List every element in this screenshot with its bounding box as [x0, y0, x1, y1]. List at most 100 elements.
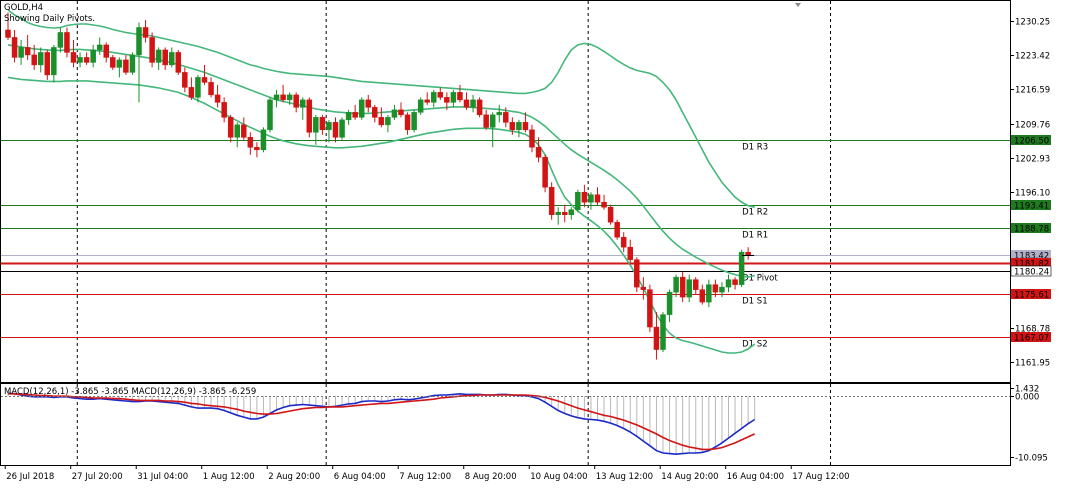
candle-body — [457, 92, 463, 101]
macd-pane-frame — [0, 383, 1011, 466]
candle-body — [103, 44, 109, 58]
x-tick-label: 8 Aug 20:00 — [465, 472, 517, 482]
candle-body — [431, 92, 437, 103]
candle-body — [693, 279, 699, 290]
candle-body — [588, 194, 594, 203]
candle-body — [653, 326, 660, 350]
candle-body — [404, 114, 411, 131]
candle-body — [31, 54, 37, 66]
pivot-label: D1 R1 — [742, 231, 768, 241]
candle-body — [221, 102, 227, 118]
candle-body — [706, 284, 712, 303]
candle-body — [313, 117, 319, 133]
candle-body — [286, 94, 293, 101]
candle-body — [555, 211, 561, 215]
x-tick-label: 26 Jul 2018 — [6, 472, 54, 482]
price-label-box — [1011, 135, 1051, 145]
candle-body — [90, 49, 96, 63]
candle-body — [522, 122, 529, 131]
price-label-text: 1175.61 — [1014, 291, 1049, 301]
candle-body — [195, 77, 201, 98]
candle-body — [96, 44, 103, 51]
pivot-subtitle: Showing Daily Pivots. — [4, 14, 95, 24]
candle-body — [18, 47, 24, 58]
candle-body — [306, 99, 313, 133]
candle-body — [44, 52, 51, 76]
bollinger-lower — [7, 76, 756, 354]
candle-body — [509, 122, 516, 131]
macd-y-tick-label: 1.432 — [1015, 385, 1039, 395]
candle-body — [601, 201, 607, 208]
candle-body — [476, 99, 483, 116]
candle-body — [627, 246, 633, 260]
candle-body — [188, 87, 195, 98]
candle-body — [411, 112, 417, 131]
candle-body — [548, 187, 555, 215]
candle-body — [712, 284, 719, 293]
candle-body — [535, 147, 542, 158]
candle-body — [483, 114, 489, 128]
bollinger-upper — [7, 9, 755, 208]
candle-body — [38, 52, 44, 66]
y-tick-label: 1161.95 — [1015, 359, 1050, 369]
symbol-label: GOLD,H4 — [4, 3, 44, 13]
x-tick-label: 2 Aug 20:00 — [268, 472, 320, 482]
candle-body — [542, 157, 548, 188]
x-tick-label: 16 Aug 04:00 — [727, 472, 784, 482]
candle-body — [660, 314, 666, 350]
candle-body — [319, 117, 326, 131]
macd-y-tick-label: 0.000 — [1015, 393, 1039, 403]
price-label-box — [1011, 200, 1051, 210]
candle-body — [345, 112, 352, 121]
candle-body — [496, 112, 502, 116]
candle-body — [647, 289, 653, 328]
pivot-label: D1 R3 — [742, 143, 768, 153]
candle-body — [358, 99, 365, 118]
candle-body — [620, 236, 627, 248]
candle-body — [64, 32, 70, 53]
candle-body — [352, 112, 358, 118]
pivot-label: D1 R2 — [742, 208, 768, 218]
candle-body — [155, 49, 162, 63]
candle-body — [738, 251, 745, 285]
candle-body — [227, 117, 234, 138]
main-pane-frame — [0, 0, 1011, 383]
x-tick-label: 17 Aug 12:00 — [792, 472, 849, 482]
candle-body — [529, 129, 535, 148]
candle-body — [51, 47, 57, 76]
y-tick-label: 1209.76 — [1015, 121, 1050, 131]
y-tick-label: 1223.42 — [1015, 52, 1050, 62]
candle-body — [568, 209, 575, 215]
candle-body — [398, 109, 404, 116]
candle-body — [280, 94, 286, 101]
macd-signal-line — [8, 392, 756, 451]
candle-body — [182, 72, 188, 88]
candle-body — [254, 147, 260, 151]
macd-y-tick-label: -10.095 — [1015, 454, 1048, 464]
candle-body — [640, 286, 647, 290]
x-tick-label: 7 Aug 12:00 — [399, 472, 451, 482]
price-label-text: 1180.24 — [1014, 268, 1049, 278]
candle-body — [725, 279, 732, 288]
price-label-box — [1011, 223, 1051, 233]
candle-body — [11, 37, 18, 58]
candle-body — [686, 279, 692, 298]
candle-body — [463, 99, 470, 108]
x-tick-label: 14 Aug 20:00 — [661, 472, 718, 482]
candle-body — [326, 122, 332, 131]
price-label-text: 1193.41 — [1014, 202, 1049, 212]
x-tick-label: 1 Aug 12:00 — [203, 472, 255, 482]
candle-body — [214, 94, 221, 103]
price-label-text: 1188.78 — [1014, 225, 1049, 235]
candle-body — [444, 97, 450, 103]
candle-body — [562, 211, 568, 215]
candle-body — [267, 99, 273, 131]
macd-label: MACD(12,26,1) -3.865 -3.865 MACD(12,26,9… — [4, 387, 257, 397]
candle-body — [169, 52, 175, 66]
candle-body — [673, 276, 679, 293]
candle-body — [365, 99, 371, 108]
candle-body — [201, 77, 208, 83]
price-label-text: 1167.07 — [1014, 334, 1049, 344]
x-tick-label: 6 Aug 04:00 — [334, 472, 386, 482]
